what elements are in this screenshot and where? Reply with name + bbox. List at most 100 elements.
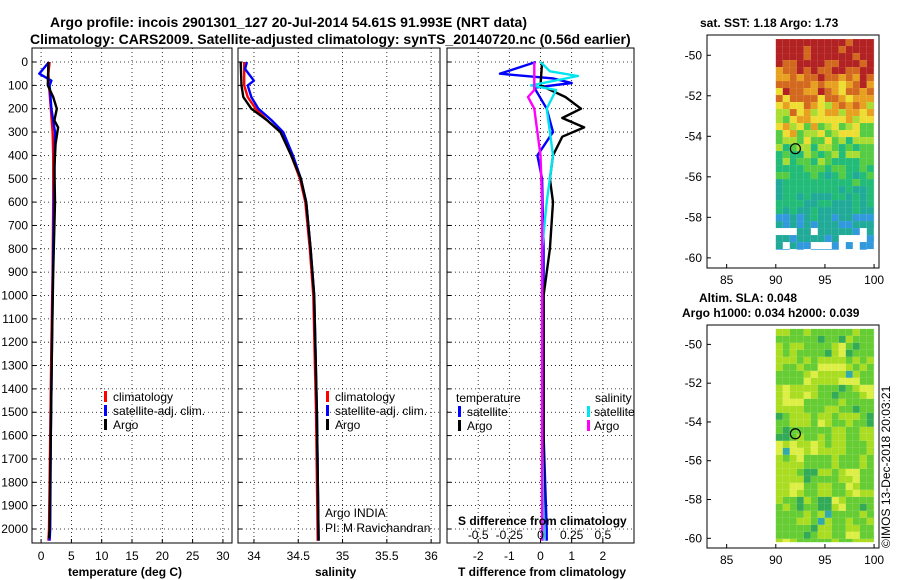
- map-cell: [803, 440, 811, 448]
- map-y-tick-label: -54: [685, 129, 703, 143]
- map-cell: [810, 165, 818, 173]
- map-cell: [852, 384, 860, 392]
- map-cell: [845, 102, 853, 110]
- series-line-s-argo: [526, 62, 544, 541]
- map-cell: [803, 461, 811, 469]
- map-cell: [803, 102, 811, 110]
- map-cell: [796, 102, 804, 110]
- map-cell: [775, 179, 783, 187]
- map-cell: [796, 405, 804, 413]
- map-cell: [852, 123, 860, 131]
- map-cell: [803, 517, 811, 525]
- map-cell: [838, 370, 846, 378]
- map-cell: [817, 356, 825, 364]
- map-cell: [852, 102, 860, 110]
- map-cell: [796, 440, 804, 448]
- map-cell: [859, 74, 867, 82]
- depth-tick-label: 500: [8, 172, 28, 186]
- depth-tick-label: 700: [8, 218, 28, 232]
- map-cell: [852, 398, 860, 406]
- map-cell: [782, 503, 790, 511]
- map-cell: [866, 235, 874, 243]
- map-cell: [845, 426, 853, 434]
- map-cell: [845, 46, 853, 54]
- map-cell: [831, 356, 839, 364]
- map-cell: [838, 384, 846, 392]
- map-cell: [803, 39, 811, 47]
- map-cell: [845, 60, 853, 68]
- map-cell: [817, 468, 825, 476]
- map-cell: [803, 53, 811, 61]
- map-cell: [831, 102, 839, 110]
- map-cell: [845, 137, 853, 145]
- map-cell: [831, 370, 839, 378]
- map-cell: [859, 158, 867, 166]
- map-cell: [789, 151, 797, 159]
- map-cell: [796, 377, 804, 385]
- map-cell: [824, 53, 832, 61]
- map-cell: [782, 461, 790, 469]
- map-cell: [859, 489, 867, 497]
- map-cell: [838, 503, 846, 511]
- map-cell: [782, 46, 790, 54]
- map-cell: [789, 221, 797, 229]
- map-cell: [852, 221, 860, 229]
- map-cell: [845, 328, 853, 336]
- sst-map: 85 90 95 100 -50 -52 -54 -56 -58 -60: [685, 34, 884, 287]
- map-cell: [789, 356, 797, 364]
- map-cell: [866, 193, 874, 201]
- map-cell: [859, 391, 867, 399]
- map-cell: [775, 461, 783, 469]
- map-cell: [824, 356, 832, 364]
- map-cell: [789, 496, 797, 504]
- map-cell: [845, 433, 853, 441]
- map-cell: [824, 377, 832, 385]
- map-cell: [803, 137, 811, 145]
- map-cell: [782, 426, 790, 434]
- map-cell: [817, 186, 825, 194]
- map-cell: [838, 363, 846, 371]
- map-cell: [838, 433, 846, 441]
- map-cell: [775, 496, 783, 504]
- map-cell: [824, 116, 832, 124]
- map-y-tick-label: -58: [685, 493, 703, 507]
- map-cell: [775, 172, 783, 180]
- map-cell: [831, 123, 839, 131]
- map-cell: [838, 524, 846, 532]
- map-cell: [789, 88, 797, 96]
- map-cell: [845, 193, 853, 201]
- map-cell: [845, 109, 853, 117]
- map-cell: [796, 384, 804, 392]
- map-cell: [789, 172, 797, 180]
- map-cell: [838, 419, 846, 427]
- map-cell: [803, 496, 811, 504]
- map-cell: [782, 433, 790, 441]
- map-cell: [859, 349, 867, 357]
- map-cell: [810, 81, 818, 89]
- map-cell: [775, 391, 783, 399]
- map-cell: [859, 447, 867, 455]
- map-cell: [782, 405, 790, 413]
- map-cell: [859, 46, 867, 54]
- map-cell: [831, 74, 839, 82]
- map-cell: [817, 95, 825, 103]
- map-cell: [824, 524, 832, 532]
- map-cell: [845, 503, 853, 511]
- depth-tick-label: 1500: [1, 405, 28, 419]
- s-tick-label: 0.25: [560, 528, 584, 542]
- x-tick-label: 34.5: [287, 549, 311, 563]
- map-cell: [859, 200, 867, 208]
- map-cell: [838, 447, 846, 455]
- map-cell: [852, 517, 860, 525]
- map-cell: [789, 200, 797, 208]
- plot-frame: [237, 47, 441, 544]
- map-cell: [796, 81, 804, 89]
- map-cell: [831, 67, 839, 75]
- map-cell: [866, 342, 874, 350]
- map-cell: [831, 39, 839, 47]
- map-cell: [782, 489, 790, 497]
- map-cell: [810, 144, 818, 152]
- s-tick-label: -0.25: [496, 528, 524, 542]
- depth-tick-label: 1600: [1, 429, 28, 443]
- map-cell: [803, 228, 811, 236]
